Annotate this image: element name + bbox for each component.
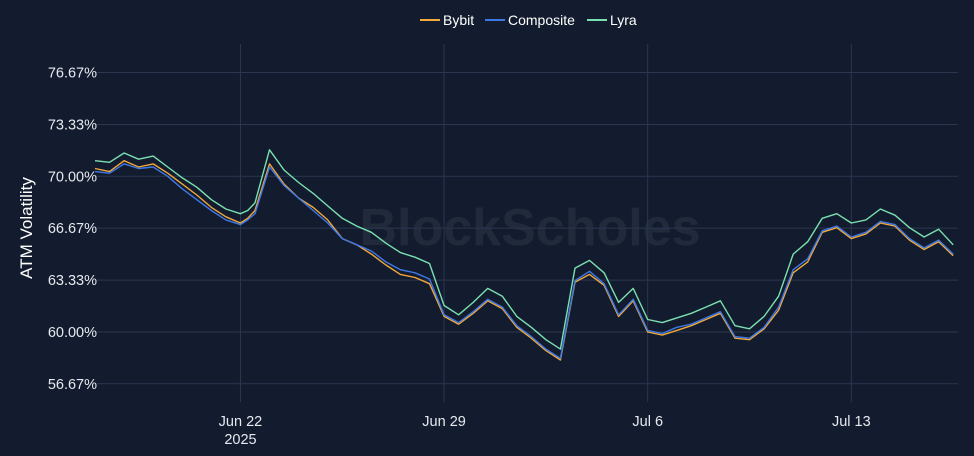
y-axis-title: ATM Volatility — [17, 177, 36, 279]
y-axis-ticks: 56.67% 60.00% 63.33% 66.67% 70.00% 73.33% 76.6… — [48, 65, 97, 392]
legend-label-bybit[interactable]: Bybit — [443, 12, 474, 28]
y-tick-label: 66.67% — [48, 221, 97, 237]
y-tick-label: 70.00% — [48, 169, 97, 185]
x-tick-label: Jun 29 — [422, 414, 466, 430]
y-tick-label: 60.00% — [48, 325, 97, 341]
x-tick-year-label: 2025 — [224, 432, 256, 448]
x-tick-label: Jul 13 — [832, 414, 871, 430]
legend[interactable]: Bybit Composite Lyra — [420, 12, 637, 28]
legend-label-lyra[interactable]: Lyra — [610, 12, 637, 28]
legend-label-composite[interactable]: Composite — [508, 12, 575, 28]
series-line-lyra — [94, 149, 954, 350]
series-line-bybit — [94, 159, 954, 361]
x-axis-ticks: Jun 22 2025 Jun 29 Jul 6 Jul 13 — [219, 414, 871, 448]
y-tick-label: 56.67% — [48, 377, 97, 393]
y-tick-label: 73.33% — [48, 117, 97, 133]
x-tick-label: Jun 22 — [219, 414, 263, 430]
series-lines — [94, 149, 954, 361]
x-tick-label: Jul 6 — [632, 414, 663, 430]
series-line-composite — [94, 163, 954, 360]
y-tick-label: 76.67% — [48, 65, 97, 81]
y-tick-label: 63.33% — [48, 273, 97, 289]
